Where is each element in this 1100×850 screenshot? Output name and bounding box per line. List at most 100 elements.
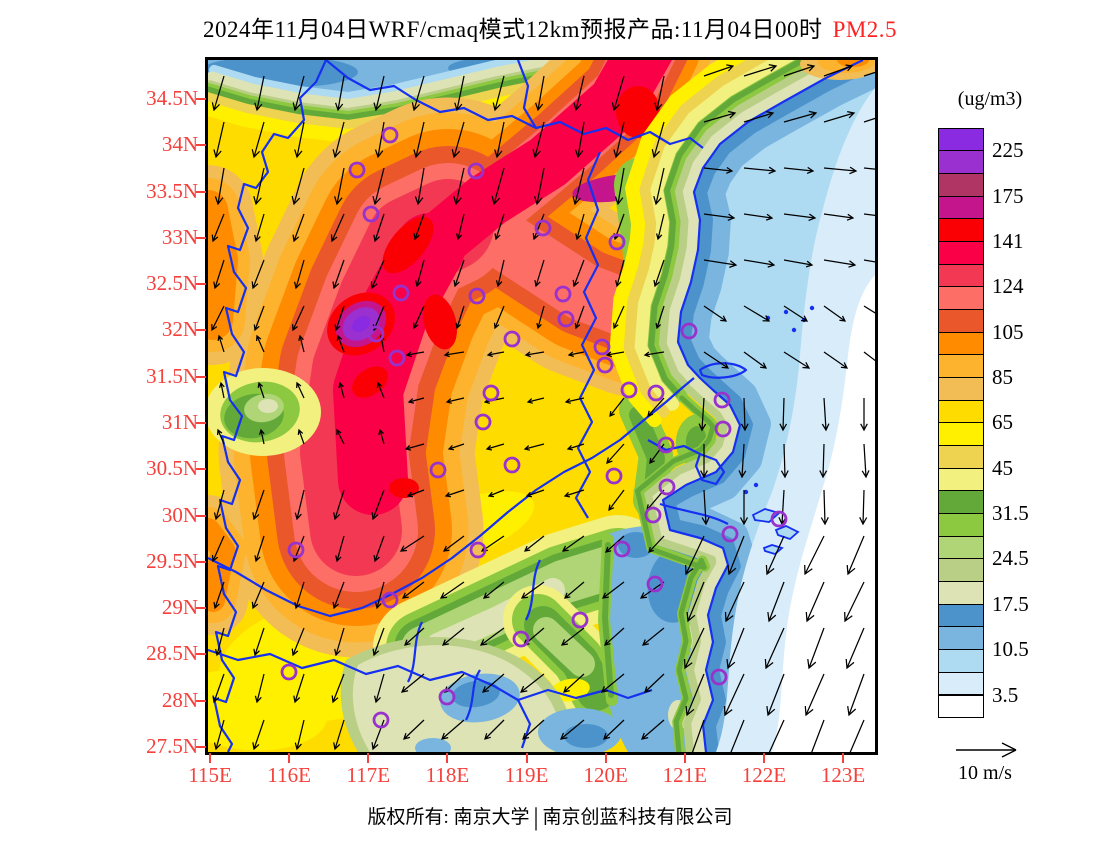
wind-arrow (603, 719, 625, 740)
wind-arrow (495, 259, 505, 288)
wind-arrow (213, 719, 225, 751)
lat-tick (196, 329, 206, 332)
wind-arrow (217, 334, 225, 353)
wind-arrow (525, 489, 545, 498)
station-marker (721, 525, 739, 543)
wind-arrow (743, 213, 774, 221)
lon-label: 115E (188, 763, 232, 787)
wind-arrow (253, 627, 265, 657)
wind-arrow (493, 305, 505, 330)
wind-arrow (257, 381, 265, 399)
colorbar-cell (938, 308, 984, 333)
wind-arrow (608, 489, 625, 512)
wind-arrow (566, 443, 585, 451)
wind-arrow (211, 213, 225, 243)
colorbar-label: 45 (992, 455, 1013, 480)
wind-arrow (564, 397, 585, 404)
wind-arrow (251, 121, 265, 159)
map-region (564, 724, 608, 748)
wind-arrow (376, 381, 385, 399)
wind-arrow (482, 581, 505, 599)
wind-arrow (600, 673, 625, 693)
wind-arrow (823, 64, 854, 77)
wind-arrow (294, 121, 305, 159)
wind-arrow (863, 351, 875, 362)
wind-arrow (440, 719, 465, 740)
wind-arrow (648, 535, 665, 553)
wind-arrow (738, 443, 747, 479)
wind-arrow (698, 397, 707, 432)
wind-arrow (743, 111, 775, 123)
wind-arrow (291, 305, 305, 332)
map-region (422, 294, 458, 350)
wind-arrow (743, 166, 777, 175)
map-contour-band (633, 60, 795, 411)
colorbar-cell (938, 535, 984, 560)
wind-arrow (486, 351, 505, 358)
map-contour-band (533, 617, 595, 677)
wind-arrow (404, 443, 425, 451)
wind-arrow (574, 305, 585, 330)
wind-arrow (372, 627, 385, 657)
station-marker (287, 541, 305, 559)
wind-arrow (494, 121, 505, 159)
wind-arrow (401, 581, 425, 599)
wind-arrow (605, 535, 625, 553)
wind-arrow (532, 213, 545, 241)
wind-arrow (613, 121, 625, 159)
island-dot (783, 309, 789, 315)
wind-arrow (371, 489, 385, 521)
wind-arrow (783, 64, 816, 77)
wind-arrow (292, 213, 305, 243)
wind-arrow (212, 673, 225, 704)
wind-arrow (605, 351, 625, 358)
footer-left: 版权所有: 南京大学 (367, 807, 530, 828)
wind-arrow (334, 627, 345, 657)
wind-arrow (293, 673, 305, 704)
wind-arrow (492, 75, 505, 112)
lat-tick (196, 190, 206, 193)
wind-arrow (703, 259, 738, 268)
wind-arrow (407, 397, 425, 404)
colorbar-cell (938, 172, 984, 197)
wind-arrow (491, 167, 505, 206)
station-marker (647, 384, 665, 402)
wind-arrow (415, 259, 425, 288)
wind-arrow (765, 535, 785, 576)
wind-arrow (479, 627, 505, 646)
wind-arrow (614, 167, 625, 206)
wind-arrow (703, 64, 735, 77)
lat-label: 29.5N (146, 548, 198, 573)
wind-arrow (414, 167, 425, 206)
wind-arrow (655, 213, 665, 241)
lat-label: 31.5N (146, 363, 198, 388)
map-contour-band (666, 63, 875, 752)
wind-arrow (259, 428, 265, 445)
colorbar-cell (938, 513, 984, 537)
wind-arrow (604, 627, 625, 646)
wind-arrow (783, 110, 818, 123)
wind-arrow (653, 167, 665, 206)
wind-arrow (847, 673, 865, 717)
wind-arrow (216, 428, 225, 445)
wind-arrow (214, 627, 225, 657)
wind-arrow (740, 397, 749, 432)
station-marker (770, 510, 788, 528)
lon-tick (525, 753, 528, 763)
lat-tick (196, 745, 206, 748)
colorbar-cell (938, 694, 984, 719)
map-contour-band (648, 60, 810, 400)
island-outline (774, 525, 800, 541)
map-region (351, 315, 371, 333)
wind-arrow (374, 121, 385, 159)
wind-arrow (641, 627, 665, 646)
lon-label: 117E (346, 763, 391, 787)
wind-arrow (823, 259, 857, 268)
wind-arrow (335, 535, 345, 563)
wind-arrow (213, 489, 225, 521)
wind-arrow (447, 443, 465, 451)
wind-arrow (213, 581, 225, 610)
wind-arrow (373, 673, 385, 704)
wind-arrow (292, 75, 305, 112)
